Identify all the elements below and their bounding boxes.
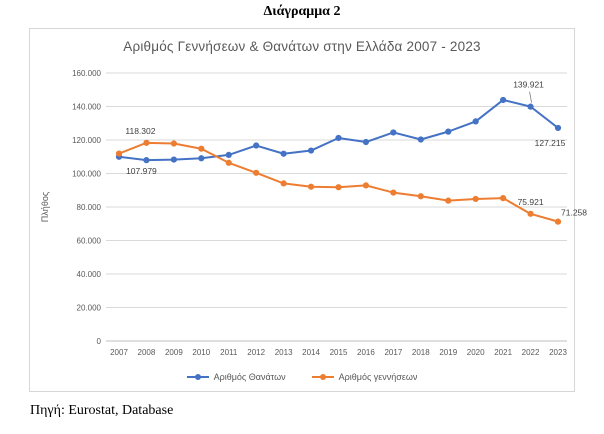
data-point bbox=[226, 160, 232, 166]
data-label: 118.302 bbox=[125, 126, 155, 136]
data-point bbox=[198, 155, 204, 161]
y-tick-label: 160.000 bbox=[72, 69, 101, 78]
data-point bbox=[143, 140, 149, 146]
chart: Αριθμός Γεννήσεων & Θανάτων στην Ελλάδα … bbox=[29, 28, 575, 392]
data-label: 75.921 bbox=[518, 197, 544, 207]
legend-label: Αριθμός γεννήσεων bbox=[339, 372, 418, 382]
x-tick-label: 2007 bbox=[110, 348, 128, 357]
data-label: 71.258 bbox=[561, 208, 587, 218]
y-tick-label: 0 bbox=[97, 337, 102, 346]
y-tick-label: 40.000 bbox=[77, 270, 102, 279]
data-point bbox=[473, 118, 479, 124]
legend: Αριθμός Θανάτων Αριθμός γεννήσεων bbox=[30, 372, 574, 382]
data-point bbox=[308, 147, 314, 153]
x-tick-label: 2013 bbox=[275, 348, 293, 357]
data-point bbox=[555, 125, 561, 131]
data-point bbox=[335, 135, 341, 141]
x-tick-label: 2014 bbox=[302, 348, 320, 357]
data-point bbox=[555, 219, 561, 225]
y-tick-label: 100.000 bbox=[72, 170, 101, 179]
data-point bbox=[363, 182, 369, 188]
data-point bbox=[418, 193, 424, 199]
annotation-leader-line bbox=[530, 92, 532, 103]
legend-marker-icon bbox=[312, 373, 334, 381]
chart-svg: 0 20.000 40.000 60.000 80.000 100.000 120.000 1… bbox=[30, 59, 576, 389]
data-point bbox=[445, 198, 451, 204]
y-tick-label: 60.000 bbox=[77, 237, 102, 246]
series-line bbox=[119, 143, 558, 222]
data-point bbox=[308, 184, 314, 190]
x-tick-label: 2016 bbox=[357, 348, 375, 357]
x-tick-label: 2010 bbox=[192, 348, 210, 357]
y-tick-label: 120.000 bbox=[72, 136, 101, 145]
data-point bbox=[198, 146, 204, 152]
x-tick-label: 2021 bbox=[494, 348, 512, 357]
data-point bbox=[390, 189, 396, 195]
x-tick-label: 2020 bbox=[467, 348, 485, 357]
data-label: 107.979 bbox=[126, 166, 157, 176]
legend-item: Αριθμός γεννήσεων bbox=[312, 372, 418, 382]
series-line bbox=[119, 100, 558, 160]
legend-label: Αριθμός Θανάτων bbox=[214, 372, 286, 382]
data-point bbox=[363, 139, 369, 145]
data-point bbox=[473, 196, 479, 202]
data-label: 127.215 bbox=[535, 138, 566, 148]
data-point bbox=[445, 129, 451, 135]
x-tick-label: 2008 bbox=[138, 348, 156, 357]
data-point bbox=[281, 180, 287, 186]
data-point bbox=[143, 157, 149, 163]
x-tick-label: 2017 bbox=[384, 348, 402, 357]
data-point bbox=[171, 140, 177, 146]
data-point bbox=[253, 170, 259, 176]
data-point bbox=[171, 156, 177, 162]
chart-title: Αριθμός Γεννήσεων & Θανάτων στην Ελλάδα … bbox=[30, 39, 574, 54]
y-tick-label: 80.000 bbox=[77, 203, 102, 212]
x-tick-label: 2015 bbox=[330, 348, 348, 357]
data-point bbox=[418, 136, 424, 142]
data-point bbox=[527, 104, 533, 110]
figure-caption: Διάγραμμα 2 bbox=[0, 4, 604, 20]
x-tick-label: 2022 bbox=[522, 348, 540, 357]
data-point bbox=[281, 151, 287, 157]
legend-marker-icon bbox=[187, 373, 209, 381]
source-text: Πηγή: Eurostat, Database bbox=[30, 403, 173, 419]
data-label: 139.921 bbox=[513, 80, 544, 90]
data-point bbox=[500, 195, 506, 201]
data-point bbox=[390, 129, 396, 135]
data-point bbox=[116, 150, 122, 156]
x-tick-label: 2009 bbox=[165, 348, 183, 357]
y-axis-title: Πλήθος bbox=[40, 191, 50, 222]
x-tick-label: 2023 bbox=[549, 348, 567, 357]
data-point bbox=[527, 211, 533, 217]
y-tick-label: 140.000 bbox=[72, 103, 101, 112]
x-tick-label: 2018 bbox=[412, 348, 430, 357]
data-point bbox=[253, 142, 259, 148]
legend-item: Αριθμός Θανάτων bbox=[187, 372, 286, 382]
x-tick-label: 2019 bbox=[439, 348, 457, 357]
y-tick-label: 20.000 bbox=[77, 304, 102, 313]
data-point bbox=[500, 97, 506, 103]
x-tick-label: 2012 bbox=[247, 348, 265, 357]
x-tick-label: 2011 bbox=[220, 348, 238, 357]
data-point bbox=[226, 152, 232, 158]
data-point bbox=[335, 184, 341, 190]
